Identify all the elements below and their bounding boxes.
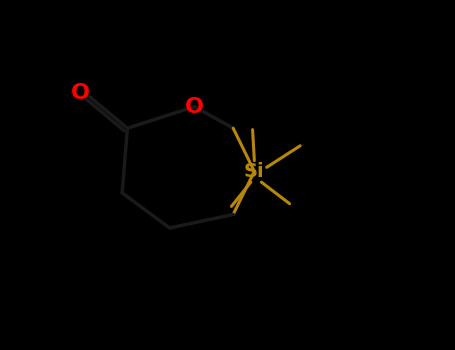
Text: O: O [71, 83, 91, 103]
Text: O: O [185, 97, 204, 117]
Text: Si: Si [244, 162, 265, 181]
